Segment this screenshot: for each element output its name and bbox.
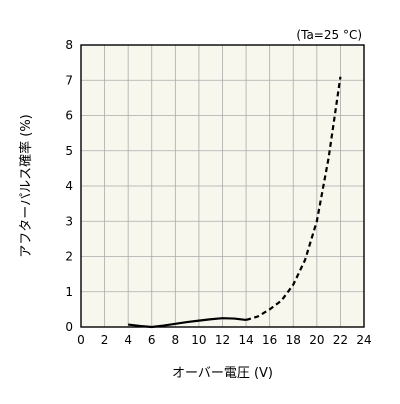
y-tick-label-8: 8: [65, 38, 73, 52]
grid-lines: [81, 45, 364, 327]
y-tick-label-3: 3: [65, 214, 73, 228]
x-tick-label-24: 24: [356, 333, 371, 347]
series-line-dashed-1: [245, 76, 342, 322]
y-tick-label-0: 0: [65, 320, 73, 334]
x-tick-label-22: 22: [333, 333, 348, 347]
condition-annotation: (Ta=25 °C): [296, 28, 362, 42]
x-tick-label-10: 10: [191, 333, 206, 347]
x-tick-label-2: 2: [101, 333, 109, 347]
y-tick-labels: 0 1 2 3 4 5 6 7 8: [65, 38, 73, 334]
x-tick-label-8: 8: [172, 333, 180, 347]
y-tick-label-2: 2: [65, 250, 73, 264]
x-tick-label-14: 14: [238, 333, 253, 347]
x-tick-label-6: 6: [148, 333, 156, 347]
x-tick-label-12: 12: [215, 333, 230, 347]
x-tick-labels: 0 2 4 6 8 10 12 14 16 18 20 22 24: [77, 333, 371, 347]
y-tick-label-7: 7: [65, 73, 73, 87]
x-axis-label: オーバー電圧 (V): [172, 366, 273, 381]
x-tick-label-16: 16: [262, 333, 277, 347]
y-tick-label-6: 6: [65, 109, 73, 123]
x-tick-label-0: 0: [77, 333, 85, 347]
x-tick-label-18: 18: [286, 333, 301, 347]
x-tick-label-4: 4: [124, 333, 132, 347]
y-axis-label: アフターパルス確率 (%): [18, 114, 34, 258]
plot-frame: [80, 44, 365, 328]
x-tick-label-20: 20: [309, 333, 324, 347]
y-tick-label-5: 5: [65, 144, 73, 158]
y-tick-label-1: 1: [65, 285, 73, 299]
y-tick-label-4: 4: [65, 179, 73, 193]
